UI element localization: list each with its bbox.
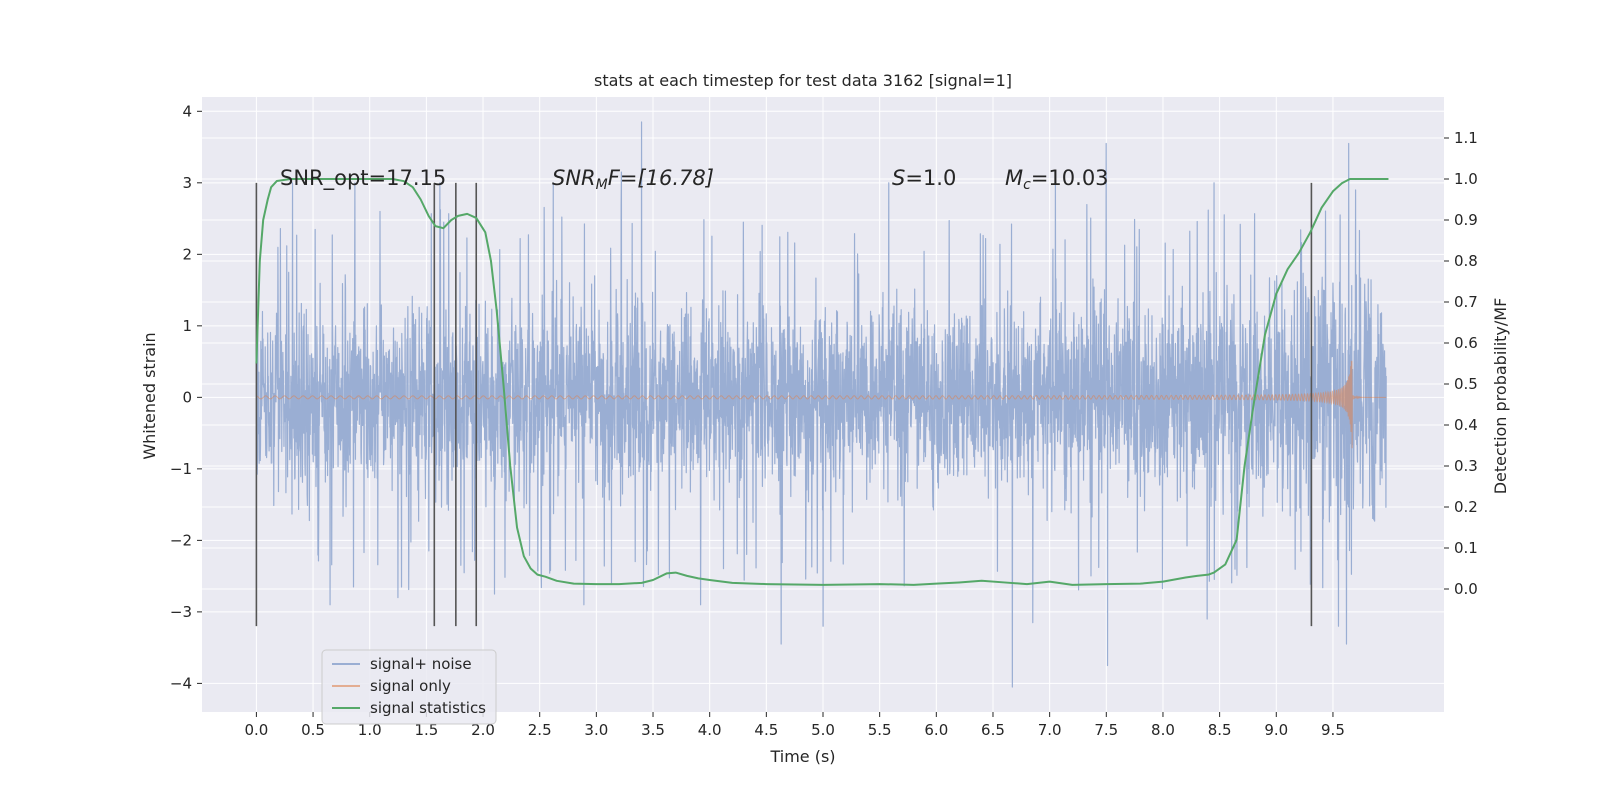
y2-tick-label-5: 0.6 — [1454, 334, 1478, 352]
x-tick-label-6: 3.0 — [584, 721, 608, 739]
y-tick-label-8: −4 — [170, 674, 192, 692]
annotation-mc: Mc=10.03 — [1005, 166, 1109, 193]
y-axis-ticks: 4 3 2 1 0 −1 −2 −3 −4 — [170, 102, 202, 692]
x-tick-label-7: 3.5 — [641, 721, 665, 739]
annotation-snr-mf-sub: M — [596, 177, 608, 193]
y-tick-label-1: 3 — [182, 174, 192, 192]
x-tick-label-1: 0.5 — [301, 721, 325, 739]
y2-tick-label-10: 0.1 — [1454, 539, 1478, 557]
y2-tick-label-4: 0.7 — [1454, 293, 1478, 311]
annotation-s-rest: =1.0 — [905, 166, 956, 190]
x-tick-label-3: 1.5 — [414, 721, 438, 739]
annotation-mc-rest: =10.03 — [1031, 166, 1109, 190]
signal-only-line — [256, 360, 1387, 449]
legend-entry-noise: signal+ noise — [370, 655, 472, 673]
x-tick-label-14: 7.0 — [1038, 721, 1062, 739]
y2-tick-label-7: 0.4 — [1454, 416, 1478, 434]
vertical-markers — [255, 182, 1313, 627]
legend-box — [321, 649, 497, 725]
y2-tick-label-3: 0.8 — [1454, 252, 1478, 270]
signal-statistics-line — [255, 178, 1389, 586]
y2-tick-label-9: 0.2 — [1454, 498, 1478, 516]
x-axis-title: Time (s) — [769, 747, 835, 766]
annotation-mc-name: M — [1005, 166, 1023, 190]
x-tick-label-2: 1.0 — [358, 721, 382, 739]
y-tick-label-3: 1 — [182, 317, 192, 335]
legend: signal+ noise signal only signal statist… — [321, 649, 497, 725]
y2-tick-label-11: 0.0 — [1454, 580, 1478, 598]
annotation-snr-mf-name: SNR — [552, 166, 596, 190]
y2-tick-label-2: 0.9 — [1454, 211, 1478, 229]
x-tick-label-0: 0.0 — [244, 721, 268, 739]
x-tick-label-9: 4.5 — [754, 721, 778, 739]
x-tick-label-10: 5.0 — [811, 721, 835, 739]
y2-tick-label-0: 1.1 — [1454, 129, 1478, 147]
y2-tick-label-8: 0.3 — [1454, 457, 1478, 475]
series-signal-only — [256, 360, 1387, 449]
x-tick-label-4: 2.0 — [471, 721, 495, 739]
annotation-mc-sub: c — [1023, 177, 1031, 193]
x-tick-label-13: 6.5 — [981, 721, 1005, 739]
x-tick-label-8: 4.0 — [698, 721, 722, 739]
annotation-snr-mf-rest: F=[16.78] — [608, 166, 714, 190]
x-tick-label-11: 5.5 — [868, 721, 892, 739]
x-tick-label-5: 2.5 — [528, 721, 552, 739]
signal-plus-noise-line — [255, 121, 1387, 688]
annotation-snr-opt: SNR_opt=17.15 — [280, 166, 446, 191]
x-tick-label-18: 9.0 — [1264, 721, 1288, 739]
annotation-snr-mf: SNRMF=[16.78] — [552, 166, 714, 193]
y2-axis-ticks: 1.1 1.0 0.9 0.8 0.7 0.6 0.5 0.4 0.3 0.2 0.1 0.0 — [1444, 129, 1478, 598]
x-axis-ticks: 0.0 0.5 1.0 1.5 2.0 2.5 3.0 3.5 4.0 4.5 5.0 5.5 6.0 6… — [244, 712, 1345, 739]
chart-title: stats at each timestep for test data 316… — [594, 71, 1012, 90]
y-tick-label-4: 0 — [182, 388, 192, 406]
y-tick-label-2: 2 — [182, 245, 192, 263]
y-axis-title: Whitened strain — [140, 332, 159, 459]
x-tick-label-15: 7.5 — [1094, 721, 1118, 739]
y-tick-label-7: −3 — [170, 603, 192, 621]
y2-axis-title: Detection probability/MF — [1491, 298, 1510, 495]
annotation-s: S=1.0 — [892, 166, 956, 190]
legend-entry-signal: signal only — [370, 677, 451, 695]
y-tick-label-0: 4 — [182, 102, 192, 120]
y2-tick-label-1: 1.0 — [1454, 170, 1478, 188]
y2-tick-label-6: 0.5 — [1454, 375, 1478, 393]
annotation-s-name: S — [892, 166, 905, 190]
legend-entry-stats: signal statistics — [370, 699, 486, 717]
x-tick-label-19: 9.5 — [1321, 721, 1345, 739]
x-tick-label-17: 8.5 — [1208, 721, 1232, 739]
y-tick-label-6: −2 — [170, 531, 192, 549]
x-tick-label-16: 8.0 — [1151, 721, 1175, 739]
series-signal-statistics — [255, 178, 1389, 586]
series-signal-plus-noise — [255, 121, 1387, 688]
x-tick-label-12: 6.0 — [924, 721, 948, 739]
y-tick-label-5: −1 — [170, 460, 192, 478]
